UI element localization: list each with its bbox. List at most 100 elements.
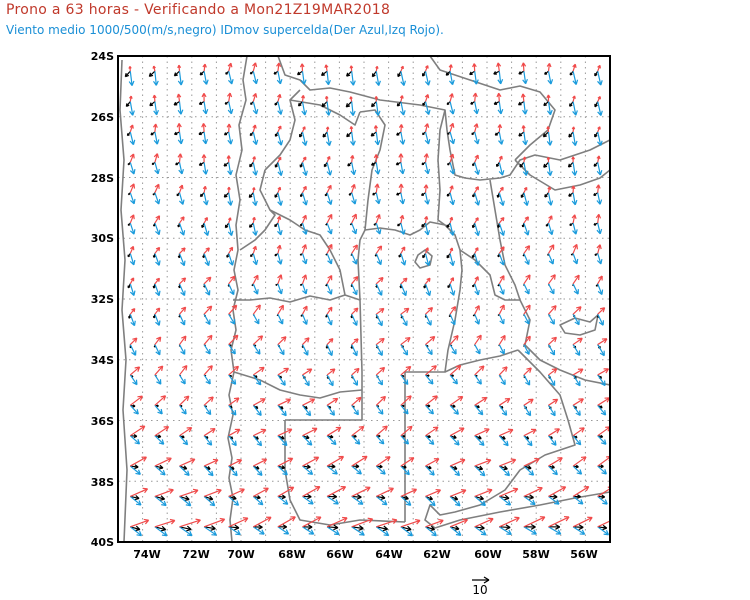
right-mover-arrow <box>474 374 482 385</box>
right-mover-arrow <box>523 374 531 386</box>
left-mover-arrow <box>326 426 342 437</box>
right-mover-arrow <box>301 313 308 325</box>
right-mover-arrow <box>252 374 262 386</box>
left-mover-arrow <box>277 367 290 376</box>
left-mover-arrow <box>252 62 258 72</box>
left-mover-arrow <box>228 334 239 345</box>
left-mover-arrow <box>474 247 479 254</box>
right-mover-arrow <box>400 526 414 537</box>
right-mover-arrow <box>351 435 361 445</box>
mean-wind-arrow <box>474 524 485 531</box>
left-mover-arrow <box>523 304 531 315</box>
right-mover-arrow <box>572 374 581 387</box>
right-mover-arrow <box>571 131 578 146</box>
left-mover-arrow <box>449 122 455 133</box>
right-mover-arrow <box>203 344 211 355</box>
right-mover-arrow <box>203 192 209 206</box>
right-mover-arrow <box>178 162 184 175</box>
left-mover-arrow <box>548 305 557 315</box>
right-mover-arrow <box>449 131 456 145</box>
left-mover-arrow <box>152 123 158 133</box>
left-mover-arrow <box>179 335 187 345</box>
right-mover-arrow <box>154 192 161 205</box>
left-mover-arrow <box>301 95 306 102</box>
left-mover-arrow <box>301 126 306 133</box>
right-mover-arrow <box>546 162 553 177</box>
right-mover-arrow <box>449 253 456 267</box>
left-mover-arrow <box>154 518 176 528</box>
left-mover-arrow <box>597 397 610 406</box>
right-mover-arrow <box>497 71 504 85</box>
right-mover-arrow <box>597 131 603 146</box>
left-mover-arrow <box>423 184 429 193</box>
right-mover-arrow <box>325 71 331 86</box>
right-mover-arrow <box>375 404 384 415</box>
left-mover-arrow <box>376 487 394 497</box>
left-mover-arrow <box>130 456 147 467</box>
right-mover-arrow <box>498 344 505 355</box>
right-mover-arrow <box>547 344 556 356</box>
mean-wind-arrow <box>302 493 312 500</box>
left-mover-arrow <box>523 367 532 376</box>
right-mover-arrow <box>129 465 141 475</box>
left-mover-arrow <box>597 64 601 72</box>
right-mover-arrow <box>375 222 382 235</box>
right-mover-arrow <box>572 344 581 356</box>
right-mover-arrow <box>449 465 461 477</box>
right-mover-arrow <box>424 222 431 236</box>
right-mover-arrow <box>400 374 409 385</box>
right-mover-arrow <box>400 495 412 506</box>
left-mover-arrow <box>449 395 464 406</box>
right-mover-arrow <box>154 283 161 297</box>
left-mover-arrow <box>449 185 454 193</box>
right-mover-arrow <box>228 283 235 296</box>
left-mover-arrow <box>154 246 161 254</box>
mean-wind-arrow <box>346 70 353 77</box>
left-mover-arrow <box>498 304 505 315</box>
right-mover-arrow <box>425 404 434 415</box>
right-mover-arrow <box>449 435 460 446</box>
left-mover-arrow <box>252 124 257 133</box>
right-mover-arrow <box>498 495 512 506</box>
right-mover-arrow <box>572 253 579 265</box>
right-mover-arrow <box>252 192 258 207</box>
right-mover-arrow <box>449 404 459 415</box>
right-mover-arrow <box>276 71 283 85</box>
right-mover-arrow <box>154 162 160 175</box>
right-mover-arrow <box>301 192 308 206</box>
left-mover-arrow <box>449 247 454 254</box>
mean-wind-arrow <box>346 131 353 138</box>
left-mover-arrow <box>129 425 146 437</box>
left-mover-arrow <box>374 183 380 193</box>
north-border <box>277 56 610 181</box>
left-mover-arrow <box>253 428 267 437</box>
mean-wind-arrow <box>548 523 561 530</box>
left-mover-arrow <box>400 365 412 376</box>
left-mover-arrow <box>474 186 479 194</box>
left-mover-arrow <box>228 488 245 497</box>
left-mover-arrow <box>130 518 150 528</box>
right-mover-arrow <box>449 192 456 206</box>
left-mover-arrow <box>424 215 429 224</box>
mean-wind-arrow <box>445 70 451 76</box>
right-mover-arrow <box>203 526 217 536</box>
right-mover-arrow <box>301 283 308 295</box>
left-mover-arrow <box>472 92 478 102</box>
right-mover-arrow <box>129 131 136 146</box>
right-mover-arrow <box>547 313 555 325</box>
mean-wind-arrow <box>297 101 303 107</box>
lat-tick: 26S <box>91 111 114 124</box>
mean-wind-arrow <box>593 161 599 167</box>
left-mover-arrow <box>228 397 240 406</box>
right-mover-arrow <box>375 71 381 86</box>
right-mover-arrow <box>277 435 288 447</box>
left-mover-arrow <box>326 397 339 406</box>
right-mover-arrow <box>302 495 314 505</box>
right-mover-arrow <box>424 131 431 145</box>
left-mover-arrow <box>571 156 575 163</box>
right-mover-arrow <box>302 465 314 476</box>
right-mover-arrow <box>326 526 340 536</box>
right-mover-arrow <box>326 404 335 416</box>
left-mover-arrow <box>400 395 412 406</box>
right-mover-arrow <box>474 495 486 507</box>
